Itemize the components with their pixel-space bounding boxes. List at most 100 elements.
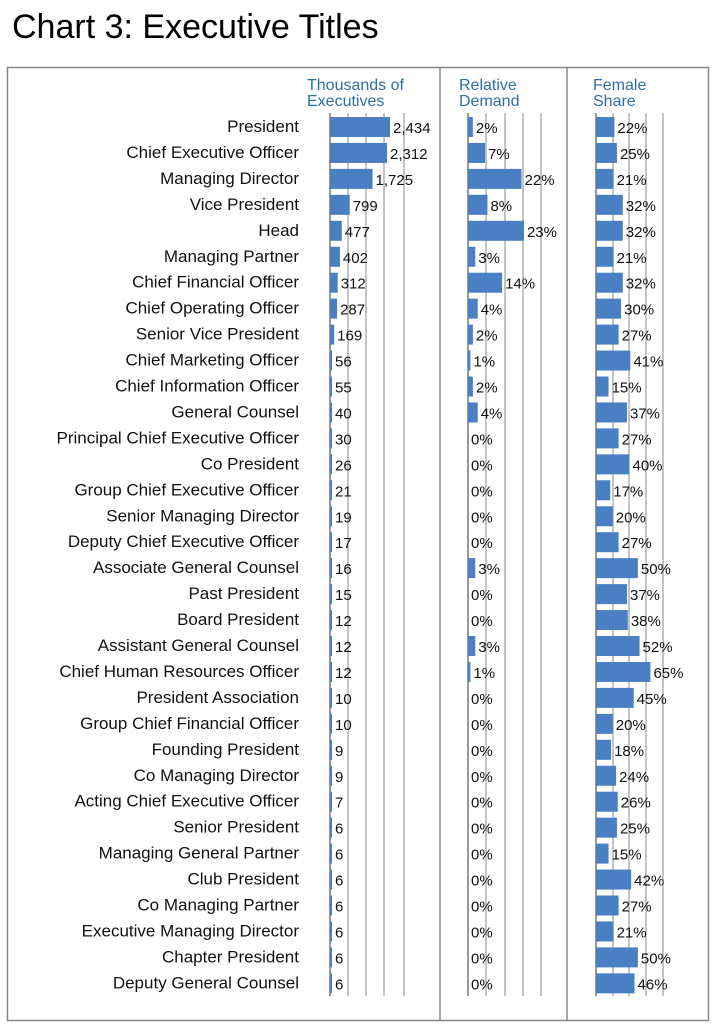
value-label: 0% (471, 613, 493, 630)
bar (330, 324, 335, 345)
value-label: 287 (340, 302, 365, 319)
bar (330, 584, 332, 605)
value-label: 7% (488, 146, 510, 163)
value-label: 38% (631, 613, 661, 630)
value-label: 2% (476, 120, 498, 137)
value-label: 6 (335, 924, 343, 941)
bar (596, 765, 617, 786)
bar (596, 402, 627, 423)
bar (468, 402, 478, 423)
category-label: General Counsel (171, 402, 299, 421)
bar (596, 921, 614, 942)
value-label: 24% (619, 769, 649, 786)
value-label: 50% (641, 561, 671, 578)
category-label: Chief Financial Officer (132, 273, 299, 292)
value-label: 7 (335, 795, 343, 812)
bar (596, 947, 638, 968)
bar (468, 661, 471, 682)
bar (596, 142, 617, 163)
bar (330, 220, 342, 241)
bar (468, 350, 471, 371)
value-label: 32% (626, 198, 656, 215)
value-label: 40 (335, 405, 352, 422)
value-label: 20% (616, 717, 646, 734)
bar (330, 765, 332, 786)
category-label: Executive Managing Director (82, 921, 300, 940)
category-label: Deputy General Counsel (113, 973, 299, 992)
bar (468, 376, 473, 397)
panel-header-line: Share (593, 93, 636, 110)
value-label: 3% (478, 561, 500, 578)
value-label: 799 (353, 198, 378, 215)
value-label: 6 (335, 873, 343, 890)
value-label: 1% (473, 354, 495, 371)
category-label: President (227, 117, 299, 136)
value-label: 16 (335, 561, 352, 578)
bar (596, 246, 614, 267)
panel-header: Female Share (593, 77, 646, 110)
bar (596, 973, 635, 994)
value-label: 26 (335, 457, 352, 474)
bar (330, 532, 332, 553)
value-label: 6 (335, 899, 343, 916)
bar (330, 947, 332, 968)
category-label: Group Chief Executive Officer (74, 480, 299, 499)
value-label: 46% (638, 976, 668, 993)
bar (596, 610, 628, 631)
bar (596, 117, 615, 137)
bar (596, 661, 651, 682)
value-label: 0% (471, 483, 493, 500)
panel-header-line: Executives (307, 93, 384, 110)
value-label: 2% (476, 328, 498, 345)
bar (330, 661, 332, 682)
value-label: 6 (335, 821, 343, 838)
bar (330, 687, 332, 708)
value-label: 1,725 (376, 172, 414, 189)
bar (596, 584, 627, 605)
value-label: 0% (471, 717, 493, 734)
category-label: Chief Human Resources Officer (59, 662, 299, 681)
bar (330, 298, 338, 319)
value-label: 1% (473, 665, 495, 682)
value-label: 45% (637, 691, 667, 708)
value-label: 17 (335, 535, 352, 552)
panel-header: Thousands of Executives (307, 77, 405, 110)
category-label: Chief Marketing Officer (125, 351, 299, 370)
value-label: 15% (612, 380, 642, 397)
bar (330, 973, 332, 994)
value-label: 402 (343, 250, 368, 267)
value-label: 30 (335, 431, 352, 448)
category-label: Senior President (173, 818, 299, 837)
bar (330, 636, 332, 656)
bar (596, 739, 612, 760)
bar (468, 220, 524, 241)
category-label: Group Chief Financial Officer (80, 714, 299, 733)
bar (596, 454, 630, 475)
category-label: Deputy Chief Executive Officer (68, 532, 300, 551)
bar (596, 817, 617, 838)
value-label: 0% (471, 976, 493, 993)
value-label: 0% (471, 924, 493, 941)
value-label: 55 (335, 380, 352, 397)
bar (596, 220, 623, 241)
category-label: Managing Partner (164, 247, 299, 266)
bar (330, 246, 340, 267)
value-label: 477 (345, 224, 370, 241)
value-label: 25% (620, 146, 650, 163)
value-label: 52% (643, 639, 673, 656)
bar (596, 636, 640, 656)
panel-header-line: Female (593, 77, 646, 94)
value-label: 0% (471, 899, 493, 916)
category-label: President Association (136, 688, 299, 707)
value-label: 0% (471, 950, 493, 967)
category-label: Co Managing Director (134, 766, 300, 785)
value-label: 0% (471, 509, 493, 526)
panel-header-line: Relative (459, 77, 517, 94)
bar (596, 272, 623, 293)
bar (468, 117, 473, 137)
value-label: 10 (335, 717, 352, 734)
value-label: 0% (471, 743, 493, 760)
bar (330, 610, 332, 631)
bar (330, 480, 332, 501)
